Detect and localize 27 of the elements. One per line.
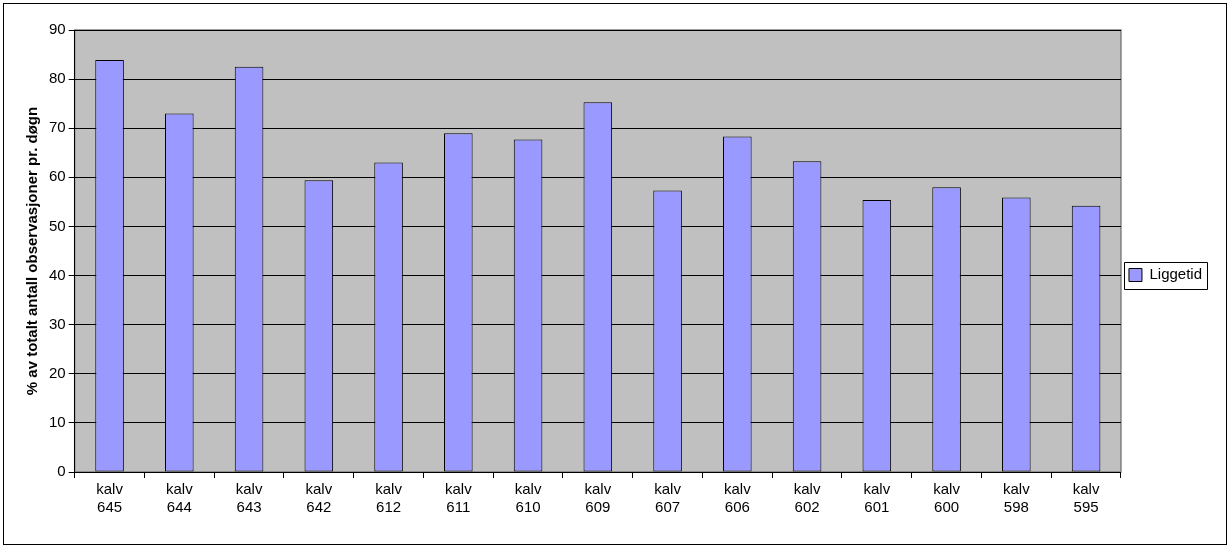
y-tick-label: 50 [49,216,66,234]
x-tick-label: kalv 600 [933,480,961,516]
x-tick-label: kalv 601 [863,480,891,516]
y-tick-label: 60 [49,167,66,185]
x-tick-label: kalv 609 [584,480,612,516]
y-axis-title: % av totalt antall observasjoner pr. døgn [23,106,41,396]
y-tick-label: 30 [49,314,66,332]
x-tick-label: kalv 644 [165,480,194,516]
x-tick-label: kalv 645 [96,480,124,516]
y-tick-label: 20 [49,363,66,381]
y-tick-label: 90 [49,20,66,38]
y-tick-label: 40 [49,265,66,283]
x-tick-label: kalv 606 [723,480,752,516]
x-tick-label: kalv 612 [375,480,403,516]
x-tick-label: kalv 643 [235,480,263,516]
x-tick-label: kalv 642 [305,480,333,516]
x-tick-label: kalv 602 [793,480,821,516]
x-tick-label: kalv 598 [1002,480,1031,516]
y-tick-label: 0 [57,462,66,480]
x-tick-label: kalv 610 [514,480,542,516]
x-tick-label: kalv 595 [1072,480,1100,516]
x-tick-label: kalv 607 [654,480,682,516]
y-tick-label: 80 [49,69,66,87]
x-tick-label: kalv 611 [444,480,473,516]
y-tick-label: 10 [49,413,66,431]
legend-label: Liggetid [1149,265,1202,283]
y-tick-label: 70 [49,118,66,136]
